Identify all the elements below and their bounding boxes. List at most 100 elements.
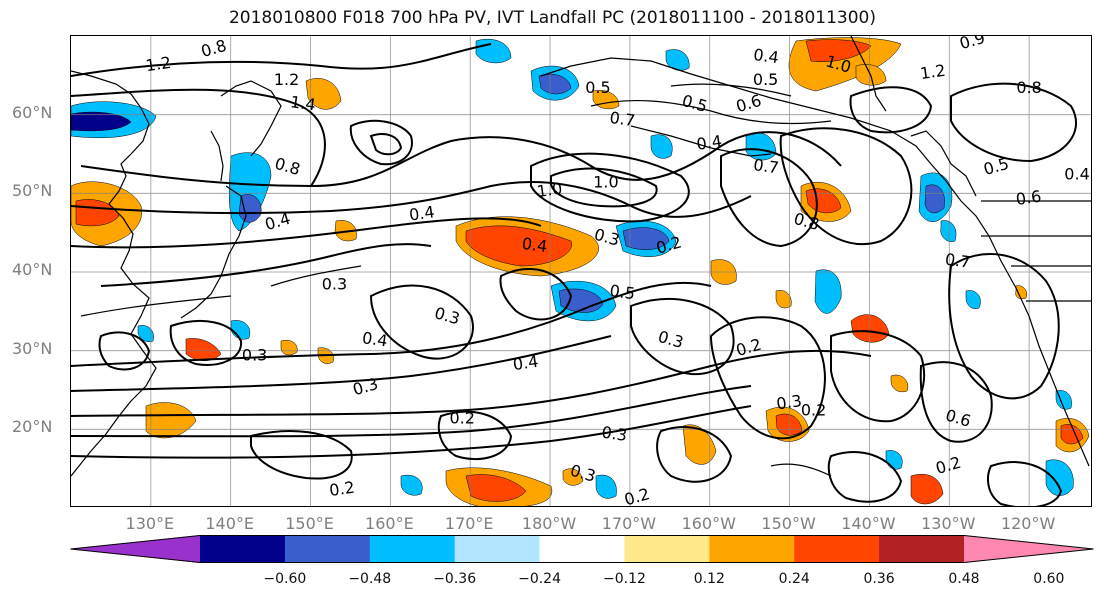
shade-blob [910, 473, 944, 505]
colorbar-tick-label: −0.36 [433, 571, 477, 587]
colorbar-extend-max [964, 535, 1094, 563]
latitude-label: 30°N [12, 338, 53, 358]
contour-line [369, 133, 403, 156]
shade-blob [137, 325, 154, 342]
shade-blob [775, 413, 803, 436]
latitude-label: 50°N [12, 181, 53, 201]
colorbar-segment [200, 535, 286, 563]
contour-line [720, 148, 818, 248]
longitude-label: 150°E [285, 514, 334, 533]
colorbar-segment [879, 535, 965, 563]
contour-line [100, 243, 432, 287]
colorbar-tick-label: 0.60 [1033, 571, 1065, 587]
contour-line [950, 82, 1077, 163]
shade-blob [185, 338, 222, 361]
contour-line [169, 320, 243, 366]
negative-anomaly-shading [71, 38, 1074, 499]
contour-line [71, 181, 752, 218]
colorbar-segment [709, 535, 795, 563]
shade-blob [238, 194, 262, 223]
contour-label: 1.0 [593, 172, 618, 191]
longitude-label: 170°W [601, 514, 657, 533]
shade-blob [1055, 390, 1072, 410]
contour-label: 0.2 [328, 478, 356, 500]
contour-label: 0.4 [1064, 165, 1089, 184]
colorbar-tick-label: −0.60 [263, 571, 307, 587]
shade-blob [622, 227, 670, 250]
longitude-label: 130°W [921, 514, 976, 533]
shade-blob [665, 49, 690, 71]
coastline-us-states [981, 235, 1091, 302]
latitude-label: 20°N [12, 417, 53, 437]
map-plot: 0.81.21.21.40.80.4 0.40.30.40.30.30.40.20… [71, 36, 1091, 506]
shade-blob [890, 374, 909, 393]
contour-line [530, 152, 690, 223]
contour-label: 0.3 [775, 391, 803, 413]
contour-label: 0.3 [322, 275, 347, 294]
shade-blob [1015, 285, 1027, 300]
contour-line [499, 267, 573, 321]
contour-label: 1.2 [144, 53, 172, 75]
contour-line [71, 281, 712, 367]
contour-label: 0.3 [432, 303, 462, 328]
contour-line [550, 167, 658, 208]
longitude-label: 160°W [681, 514, 736, 533]
colorbar-segment [539, 535, 625, 563]
contour-label: 0.2 [450, 408, 475, 427]
shade-blob [650, 134, 673, 159]
longitude-label: 120°W [1000, 514, 1056, 533]
shade-blob [924, 184, 945, 214]
thin-contour-line [270, 265, 362, 287]
coastline-sakhalin [210, 130, 224, 182]
contour-label: 0.6 [1015, 187, 1043, 209]
contour-label: 1.2 [274, 70, 299, 89]
contour-label: 0.8 [1016, 78, 1041, 97]
shade-blob [885, 450, 903, 470]
colorbar-tick-label: 0.36 [863, 571, 895, 587]
shade-blob [850, 314, 890, 343]
contour-label: 0.5 [608, 281, 636, 303]
thin-contour-line [770, 463, 832, 477]
contour-label: 0.4 [521, 234, 549, 256]
contour-line [71, 335, 612, 392]
colorbar-tick-label: −0.24 [518, 571, 561, 587]
contour-label: 0.4 [695, 131, 723, 153]
contour-line [71, 385, 752, 438]
shade-blob [475, 38, 512, 64]
pv-contours [71, 43, 1077, 506]
contour-label: 0.9 [957, 36, 987, 53]
shade-blob [814, 269, 842, 314]
contour-line [250, 430, 353, 480]
shade-blob [805, 188, 842, 214]
contour-line [948, 253, 1060, 400]
contour-label: 0.5 [981, 154, 1011, 179]
contour-label: 0.4 [408, 202, 436, 224]
colorbar-segment [369, 535, 456, 563]
contour-line [849, 86, 933, 134]
colorbar-tick-label: −0.12 [602, 571, 646, 587]
shade-blob [538, 73, 572, 95]
shade-blob [400, 474, 423, 496]
thin-contour-line [80, 295, 232, 317]
contour-label: 0.8 [199, 36, 229, 61]
contour-label: 0.8 [273, 154, 303, 179]
contour-line [656, 426, 733, 483]
contour-label: 0.6 [734, 91, 764, 116]
coastline-asia [71, 70, 157, 477]
shade-blob [465, 225, 572, 267]
colorbar-tick-label: −0.48 [348, 571, 392, 587]
contour-line [71, 88, 326, 187]
shade-blob [280, 340, 298, 356]
contour-label: 0.3 [351, 374, 381, 399]
contour-label: 0.3 [242, 346, 267, 365]
contour-label: 1.2 [919, 61, 947, 83]
shade-blob [682, 424, 717, 465]
shade-blob [465, 474, 527, 502]
map-title: 2018010800 F018 700 hPa PV, IVT Landfall… [228, 8, 876, 28]
colorbar [70, 535, 1094, 563]
longitude-label: 140°E [205, 514, 255, 533]
contour-line [369, 284, 474, 360]
contour-line [987, 461, 1063, 506]
shade-blob [805, 39, 872, 62]
colorbar-extend-min [70, 535, 200, 563]
